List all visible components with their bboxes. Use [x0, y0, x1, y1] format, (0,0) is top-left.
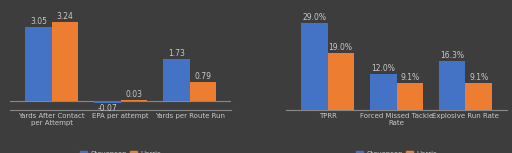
Bar	[302, 23, 328, 110]
Bar	[328, 53, 354, 110]
Text: 0.03: 0.03	[125, 90, 142, 99]
Bar	[370, 74, 396, 110]
Bar	[94, 101, 121, 103]
Text: 16.3%: 16.3%	[440, 51, 464, 60]
Bar	[52, 22, 78, 101]
Text: 3.05: 3.05	[30, 17, 47, 26]
Text: 9.1%: 9.1%	[400, 73, 419, 82]
Text: 12.0%: 12.0%	[372, 64, 395, 73]
Text: 29.0%: 29.0%	[303, 13, 327, 22]
Bar	[465, 83, 492, 110]
Text: 19.0%: 19.0%	[329, 43, 353, 52]
Text: 0.79: 0.79	[194, 72, 211, 81]
Bar	[189, 82, 216, 101]
Legend: Stevenson, Harris: Stevenson, Harris	[354, 148, 439, 153]
Legend: Stevenson, Harris: Stevenson, Harris	[78, 148, 163, 153]
Bar	[163, 59, 189, 101]
Text: -0.07: -0.07	[98, 104, 117, 113]
Text: 1.73: 1.73	[168, 49, 185, 58]
Bar	[396, 83, 423, 110]
Bar	[26, 27, 52, 101]
Text: 3.24: 3.24	[56, 12, 73, 21]
Bar	[121, 100, 147, 101]
Text: 9.1%: 9.1%	[469, 73, 488, 82]
Bar	[439, 61, 465, 110]
